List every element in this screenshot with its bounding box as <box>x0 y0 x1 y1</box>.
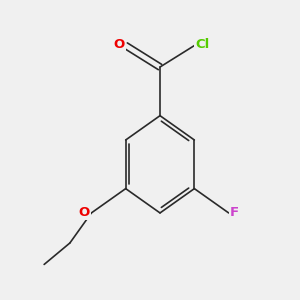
Text: Cl: Cl <box>196 38 210 51</box>
Text: O: O <box>79 206 90 219</box>
Text: O: O <box>113 38 124 51</box>
Text: F: F <box>230 206 239 219</box>
